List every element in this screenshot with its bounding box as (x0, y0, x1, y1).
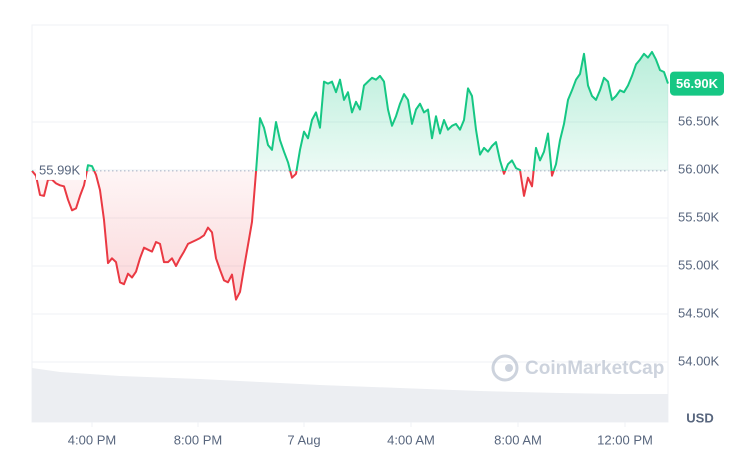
price-line (31, 50, 669, 301)
volume-area (32, 368, 668, 422)
y-tick-label: 56.50K (678, 113, 720, 128)
baseline-label: 55.99K (39, 162, 81, 177)
y-tick-label: 54.00K (678, 353, 720, 368)
x-tick-label: 8:00 PM (174, 432, 222, 447)
current-price-label: 56.90K (676, 76, 719, 91)
watermark: CoinMarketCap (491, 354, 664, 382)
x-tick-label: 8:00 AM (494, 432, 542, 447)
y-tick-label: 55.00K (678, 257, 720, 272)
plot (31, 50, 669, 301)
labels: 54.00K 54.50K 55.00K 55.50K 56.00K 56.50K 4:00… (36, 71, 724, 447)
x-tick-label: 4:00 PM (68, 432, 116, 447)
watermark-text: CoinMarketCap (525, 358, 664, 379)
y-tick-label: 55.50K (678, 209, 720, 224)
grid (32, 121, 668, 427)
x-tick-label: 4:00 AM (387, 432, 435, 447)
current-price-tag (670, 71, 724, 96)
watermark-logo (491, 354, 519, 382)
x-tick-label: 7 Aug (287, 432, 320, 447)
currency-label: USD (686, 410, 713, 425)
watermark-logo-dot (505, 364, 513, 372)
x-tick-label: 12:00 PM (597, 432, 653, 447)
area-fill (32, 51, 668, 300)
y-tick-label: 54.50K (678, 305, 720, 320)
baseline-label-bg (36, 161, 86, 180)
y-tick-label: 56.00K (678, 161, 720, 176)
